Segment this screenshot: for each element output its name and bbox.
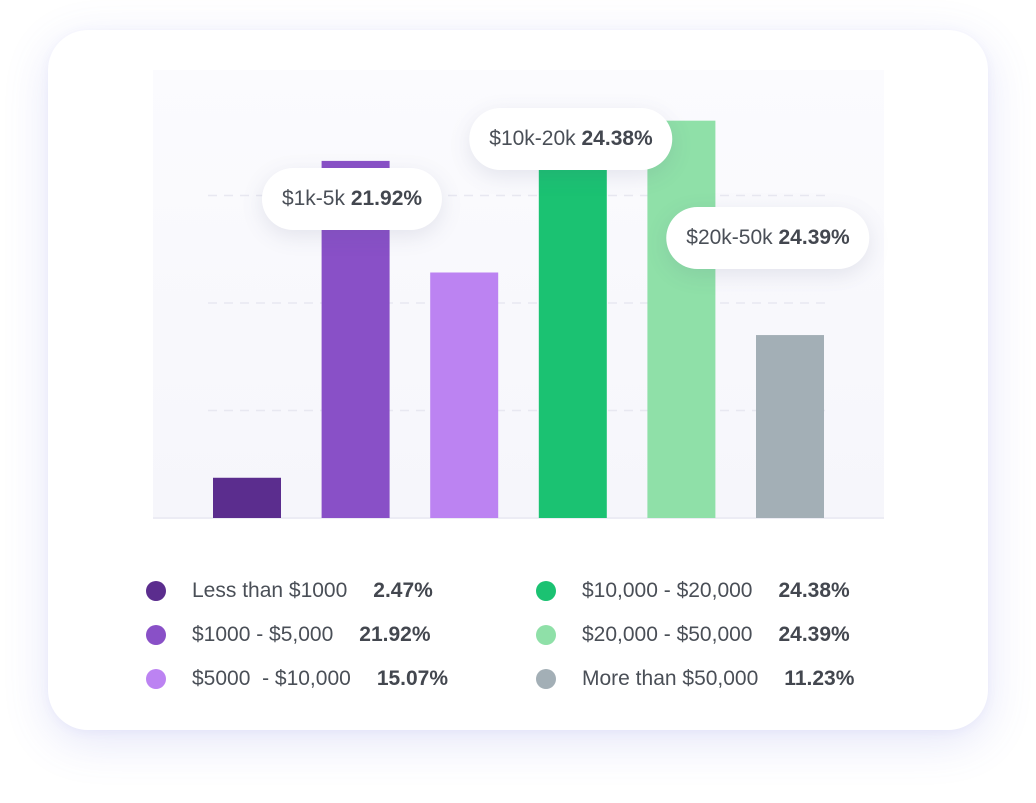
bar-6 (756, 335, 824, 518)
annotation-bubble-20k-50k: $20k-50k 24.39% (666, 207, 870, 269)
legend-dot (536, 669, 556, 689)
annotation-bubble-10k-20k: $10k-20k 24.38% (469, 108, 673, 170)
bar-4 (538, 120, 607, 518)
legend-label: Less than $1000 (192, 579, 348, 602)
legend-dot (146, 625, 166, 645)
legend-label: $10,000 - $20,000 (582, 579, 753, 602)
annotation-label: $10k-20k (489, 127, 576, 150)
bar-3 (430, 272, 499, 518)
legend-dot (146, 581, 166, 601)
annotation-value: 21.92% (350, 187, 423, 210)
legend-item-less-than-1000: Less than $1000 2.47% (146, 576, 433, 606)
legend-value: 11.23% (784, 667, 855, 690)
legend-label: $5000 - $10,000 (192, 667, 351, 690)
bar-1 (213, 477, 281, 518)
legend-item-10000-20000: $10,000 - $20,000 24.38% (536, 576, 850, 606)
legend-dot (536, 625, 556, 645)
legend-item-5000-10000: $5000 - $10,000 15.07% (146, 664, 448, 694)
legend-value: 21.92% (359, 623, 431, 646)
legend-label: $1000 - $5,000 (192, 623, 334, 646)
annotation-value: 24.38% (581, 127, 653, 150)
legend-item-20000-50000: $20,000 - $50,000 24.39% (536, 620, 850, 650)
legend-dot (536, 581, 556, 601)
annotation-label: $20k-50k (686, 226, 773, 249)
legend-label: More than $50,000 (582, 667, 759, 690)
annotation-label: $1k-5k (281, 187, 345, 210)
annotation-value: 24.39% (778, 226, 850, 249)
legend-value: 15.07% (376, 667, 449, 690)
legend-value: 2.47% (373, 579, 433, 602)
legend-dot (146, 669, 166, 689)
legend-item-more-than-50000: More than $50,000 11.23% (536, 664, 854, 694)
legend-item-1000-5000: $1000 - $5,000 21.92% (146, 620, 431, 650)
legend-label: $20,000 - $50,000 (582, 623, 753, 646)
legend-value: 24.38% (778, 579, 850, 602)
annotation-bubble-1k-5k: $1k-5k 21.92% (261, 168, 443, 230)
legend-value: 24.39% (778, 623, 850, 646)
bar-5 (647, 120, 716, 518)
